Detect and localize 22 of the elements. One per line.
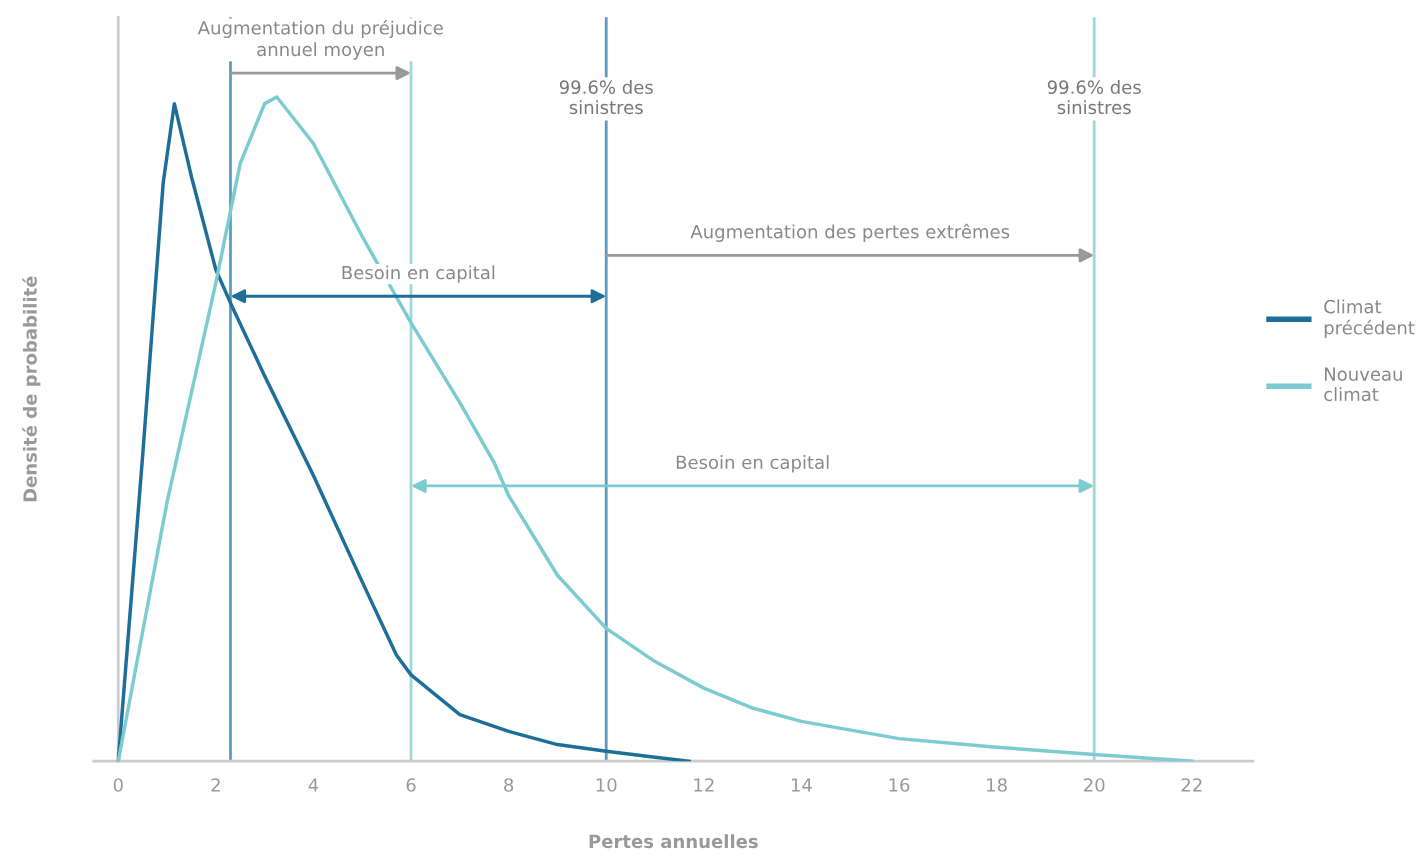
x-tick-label: 6	[406, 778, 416, 792]
x-tick-label: 12	[694, 778, 714, 792]
text: Augmentation du préjudice annuel moyen	[197, 19, 443, 60]
annotation: Augmentation des pertes extrêmes	[690, 223, 1010, 242]
annotation: Besoin en capital	[342, 265, 495, 283]
x-tick-label: 16	[889, 778, 910, 792]
x-tick-label: 20	[1084, 778, 1105, 792]
x-tick-label: 8	[504, 778, 514, 792]
x-axis-title: Pertes annuelles	[589, 834, 758, 849]
x-tick-label: 14	[791, 778, 812, 792]
x-tick-label: 4	[308, 778, 319, 792]
y-axis-title: Densité de probabilité	[22, 276, 41, 502]
x-tick-label: 10	[596, 778, 617, 792]
annotation: Besoin en capital	[676, 455, 829, 473]
x-tick-label: 18	[987, 778, 1007, 792]
ref-line-label: 99.6% des sinistres	[1047, 80, 1141, 115]
legend-label: Nouveau climat	[1324, 367, 1402, 402]
x-tick-label: 2	[211, 778, 220, 792]
legend-label: Climat précédent	[1324, 299, 1415, 339]
x-tick-label: 0	[113, 778, 123, 792]
ref-line-label: 99.6% des sinistres	[559, 80, 653, 115]
x-tick-label: 22	[1181, 778, 1202, 792]
